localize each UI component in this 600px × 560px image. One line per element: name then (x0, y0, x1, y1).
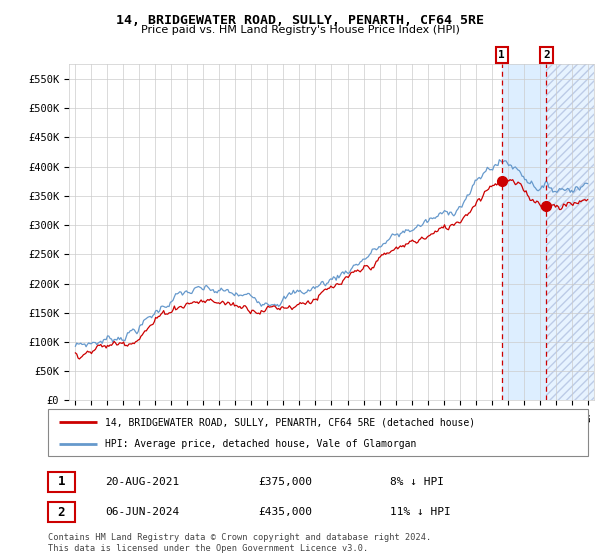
Text: Price paid vs. HM Land Registry's House Price Index (HPI): Price paid vs. HM Land Registry's House … (140, 25, 460, 35)
Text: 14, BRIDGEWATER ROAD, SULLY, PENARTH, CF64 5RE (detached house): 14, BRIDGEWATER ROAD, SULLY, PENARTH, CF… (104, 417, 475, 427)
Text: HPI: Average price, detached house, Vale of Glamorgan: HPI: Average price, detached house, Vale… (104, 439, 416, 449)
Text: 8% ↓ HPI: 8% ↓ HPI (390, 477, 444, 487)
Text: 1: 1 (58, 475, 65, 488)
Text: 2: 2 (58, 506, 65, 519)
Bar (547, 64, 596, 400)
Text: 11% ↓ HPI: 11% ↓ HPI (390, 507, 451, 517)
FancyBboxPatch shape (48, 472, 75, 492)
Text: £375,000: £375,000 (258, 477, 312, 487)
Text: 14, BRIDGEWATER ROAD, SULLY, PENARTH, CF64 5RE: 14, BRIDGEWATER ROAD, SULLY, PENARTH, CF… (116, 14, 484, 27)
Text: 06-JUN-2024: 06-JUN-2024 (105, 507, 179, 517)
FancyBboxPatch shape (48, 502, 75, 522)
Text: £435,000: £435,000 (258, 507, 312, 517)
Text: 20-AUG-2021: 20-AUG-2021 (105, 477, 179, 487)
Text: 1: 1 (499, 50, 505, 60)
Text: Contains HM Land Registry data © Crown copyright and database right 2024.
This d: Contains HM Land Registry data © Crown c… (48, 533, 431, 553)
FancyBboxPatch shape (48, 409, 588, 456)
Bar (502, 64, 547, 400)
Text: 2: 2 (543, 50, 550, 60)
